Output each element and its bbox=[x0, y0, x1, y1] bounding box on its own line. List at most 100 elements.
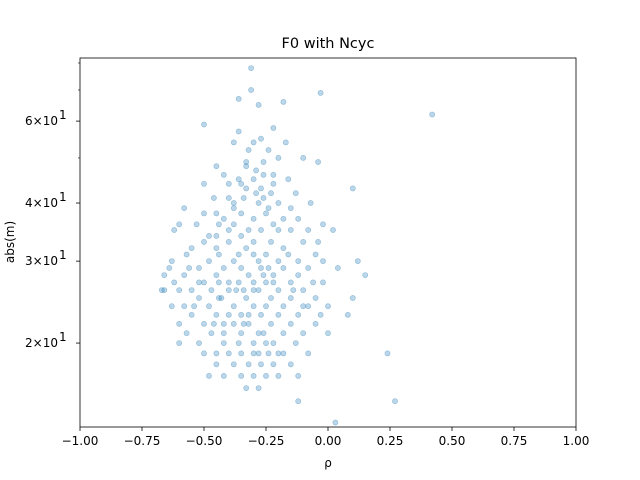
data-point bbox=[263, 279, 269, 286]
data-point bbox=[255, 200, 262, 206]
data-point bbox=[218, 295, 225, 301]
data-point bbox=[243, 295, 250, 301]
data-point bbox=[268, 190, 274, 197]
data-point bbox=[201, 210, 207, 217]
data-point bbox=[255, 258, 262, 264]
data-point bbox=[250, 340, 257, 346]
data-point bbox=[206, 232, 212, 239]
data-point bbox=[240, 287, 247, 293]
data-point bbox=[220, 171, 227, 178]
data-point bbox=[243, 245, 250, 251]
data-point bbox=[220, 330, 227, 337]
data-point bbox=[305, 350, 312, 357]
data-point bbox=[287, 320, 294, 327]
data-point bbox=[213, 163, 220, 170]
data-point bbox=[230, 258, 237, 264]
data-point bbox=[230, 303, 237, 310]
data-point bbox=[270, 361, 277, 368]
data-point bbox=[215, 295, 222, 301]
data-point bbox=[258, 311, 264, 318]
data-point bbox=[158, 287, 165, 293]
data-point bbox=[265, 350, 272, 357]
data-point bbox=[280, 330, 287, 337]
data-point bbox=[206, 303, 212, 310]
data-point bbox=[225, 180, 232, 187]
data-point bbox=[196, 279, 202, 286]
data-point bbox=[213, 210, 220, 217]
data-point bbox=[248, 87, 254, 93]
data-point bbox=[210, 320, 217, 327]
data-point bbox=[243, 163, 250, 170]
data-point bbox=[260, 330, 267, 337]
data-point bbox=[312, 251, 319, 258]
data-point bbox=[295, 398, 302, 405]
data-point bbox=[260, 159, 267, 165]
y-tick-exponent: 1 bbox=[59, 248, 67, 262]
data-point bbox=[270, 272, 277, 278]
data-point bbox=[220, 372, 227, 379]
data-point bbox=[248, 65, 254, 71]
data-point bbox=[253, 167, 259, 174]
data-point bbox=[186, 265, 192, 271]
data-point bbox=[168, 303, 175, 310]
data-point bbox=[225, 227, 232, 233]
x-tick-label: 0.50 bbox=[439, 434, 466, 448]
data-point bbox=[245, 311, 252, 318]
data-point bbox=[225, 279, 232, 286]
data-point bbox=[168, 258, 175, 264]
data-point bbox=[208, 330, 215, 337]
data-point bbox=[215, 279, 222, 286]
data-point bbox=[270, 180, 277, 187]
x-tick-label: 0.75 bbox=[501, 434, 528, 448]
data-point bbox=[287, 295, 294, 301]
data-point bbox=[255, 385, 262, 391]
data-point bbox=[235, 128, 242, 135]
data-point bbox=[191, 303, 197, 310]
data-point bbox=[201, 320, 207, 327]
data-point bbox=[213, 311, 220, 318]
data-point bbox=[300, 287, 307, 293]
data-point bbox=[161, 287, 168, 293]
data-point bbox=[332, 419, 339, 426]
data-point bbox=[220, 215, 227, 222]
data-point bbox=[196, 295, 202, 301]
data-point bbox=[238, 330, 245, 337]
data-point bbox=[290, 287, 297, 293]
y-tick-exponent: 1 bbox=[59, 108, 67, 122]
data-point bbox=[265, 147, 272, 153]
data-point bbox=[270, 340, 277, 346]
data-point bbox=[181, 205, 188, 211]
data-point bbox=[344, 311, 351, 318]
data-point bbox=[312, 295, 319, 301]
data-point bbox=[263, 340, 269, 346]
y-tick-label: 2×10 bbox=[25, 336, 58, 350]
data-point bbox=[250, 279, 257, 286]
data-point bbox=[287, 361, 294, 368]
data-point bbox=[258, 227, 264, 233]
data-point bbox=[300, 154, 307, 161]
data-point bbox=[250, 251, 257, 258]
data-point bbox=[213, 361, 220, 368]
data-point bbox=[250, 176, 257, 183]
x-tick-label: −0.25 bbox=[248, 434, 285, 448]
data-point bbox=[230, 221, 237, 228]
data-point bbox=[282, 139, 289, 146]
data-point bbox=[362, 272, 369, 278]
data-point bbox=[265, 205, 272, 211]
data-point bbox=[238, 210, 245, 217]
data-point bbox=[215, 221, 222, 228]
data-point bbox=[230, 361, 237, 368]
data-point bbox=[275, 154, 282, 161]
data-point bbox=[240, 195, 247, 201]
data-point bbox=[233, 287, 240, 293]
x-tick-label: 0.00 bbox=[315, 434, 342, 448]
x-tick-label: 1.00 bbox=[563, 434, 590, 448]
data-point bbox=[193, 221, 200, 228]
points-layer bbox=[158, 65, 436, 426]
data-point bbox=[295, 215, 302, 222]
x-tick-label: −1.00 bbox=[62, 434, 99, 448]
data-point bbox=[225, 311, 232, 318]
data-point bbox=[213, 350, 220, 357]
data-point bbox=[176, 340, 183, 346]
